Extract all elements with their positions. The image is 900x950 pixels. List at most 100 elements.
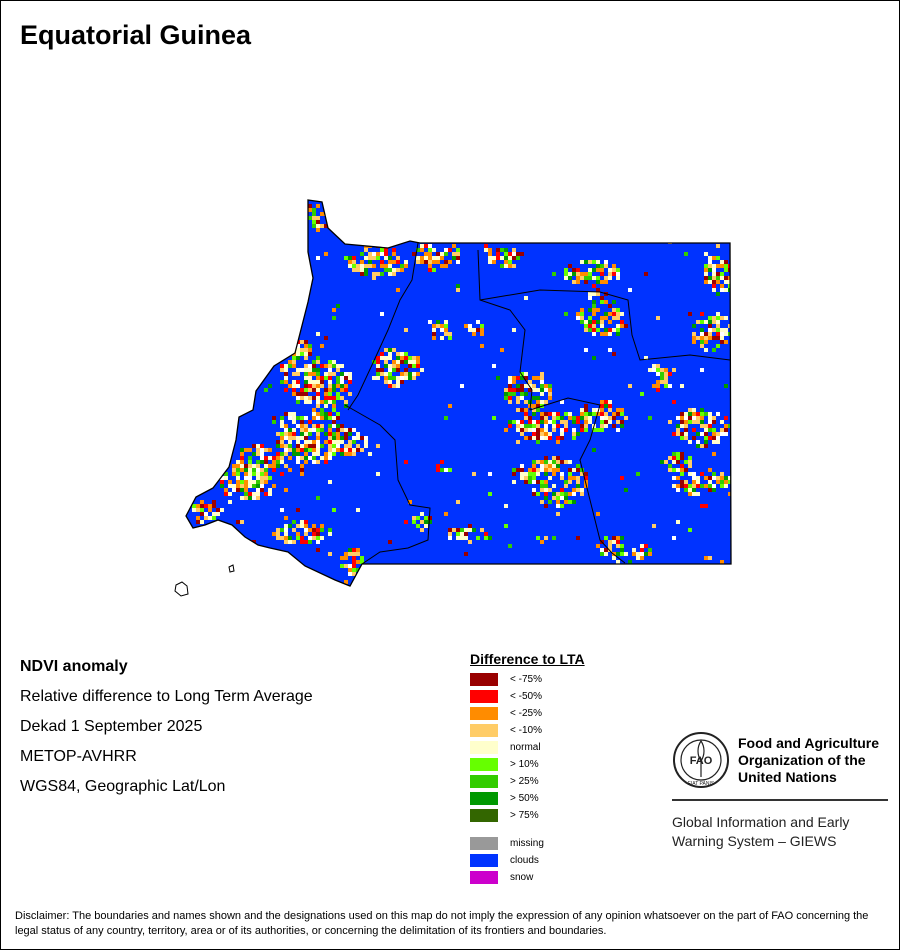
anomaly-pixel — [688, 488, 692, 492]
anomaly-pixel — [580, 408, 584, 412]
anomaly-pixel — [476, 320, 480, 324]
anomaly-pixel — [400, 376, 404, 380]
anomaly-pixel — [440, 256, 444, 260]
anomaly-pixel — [352, 448, 356, 452]
anomaly-pixel — [240, 448, 244, 452]
anomaly-pixel — [400, 352, 404, 356]
anomaly-pixel — [388, 272, 392, 276]
anomaly-pixel — [440, 468, 444, 472]
anomaly-pixel — [592, 300, 596, 304]
anomaly-pixel — [200, 204, 204, 208]
anomaly-pixel — [304, 372, 308, 376]
anomaly-pixel — [564, 424, 568, 428]
anomaly-pixel — [600, 548, 604, 552]
anomaly-pixel — [616, 328, 620, 332]
anomaly-pixel — [300, 424, 304, 428]
anomaly-pixel — [584, 348, 588, 352]
anomaly-pixel — [676, 452, 680, 456]
anomaly-pixel — [448, 260, 452, 264]
anomaly-pixel — [276, 444, 280, 448]
anomaly-pixel — [300, 264, 304, 268]
legend-label: < -75% — [510, 674, 542, 685]
anomaly-pixel — [248, 384, 252, 388]
anomaly-pixel — [196, 508, 200, 512]
anomaly-pixel — [616, 308, 620, 312]
anomaly-pixel — [544, 492, 548, 496]
anomaly-pixel — [244, 448, 248, 452]
anomaly-pixel — [716, 264, 720, 268]
anomaly-pixel — [608, 408, 612, 412]
anomaly-pixel — [388, 260, 392, 264]
anomaly-pixel — [544, 412, 548, 416]
anomaly-pixel — [724, 332, 728, 336]
anomaly-pixel — [352, 564, 356, 568]
anomaly-pixel — [504, 260, 508, 264]
legend-label: clouds — [510, 855, 539, 866]
anomaly-pixel — [700, 424, 704, 428]
anomaly-pixel — [356, 508, 360, 512]
anomaly-pixel — [328, 528, 332, 532]
anomaly-pixel — [504, 428, 508, 432]
anomaly-pixel — [560, 416, 564, 420]
anomaly-pixel — [608, 400, 612, 404]
anomaly-pixel — [544, 504, 548, 508]
anomaly-pixel — [256, 448, 260, 452]
anomaly-pixel — [232, 484, 236, 488]
legend-swatch — [470, 854, 498, 867]
anomaly-pixel — [540, 392, 544, 396]
anomaly-pixel — [716, 292, 720, 296]
anomaly-pixel — [704, 280, 708, 284]
anomaly-pixel — [256, 484, 260, 488]
anomaly-pixel — [564, 492, 568, 496]
anomaly-pixel — [708, 256, 712, 260]
anomaly-pixel — [304, 268, 308, 272]
anomaly-pixel — [284, 432, 288, 436]
anomaly-pixel — [488, 536, 492, 540]
anomaly-pixel — [708, 556, 712, 560]
anomaly-pixel — [380, 272, 384, 276]
anomaly-pixel — [540, 484, 544, 488]
anomaly-pixel — [396, 368, 400, 372]
anomaly-pixel — [376, 368, 380, 372]
anomaly-pixel — [620, 420, 624, 424]
anomaly-pixel — [240, 464, 244, 468]
anomaly-pixel — [604, 552, 608, 556]
anomaly-pixel — [492, 364, 496, 368]
anomaly-pixel — [568, 492, 572, 496]
anomaly-pixel — [220, 508, 224, 512]
anomaly-pixel — [228, 232, 232, 236]
anomaly-pixel — [396, 364, 400, 368]
anomaly-pixel — [404, 352, 408, 356]
anomaly-pixel — [720, 428, 724, 432]
anomaly-pixel — [192, 508, 196, 512]
anomaly-pixel — [264, 492, 268, 496]
anomaly-pixel — [616, 540, 620, 544]
anomaly-pixel — [288, 412, 292, 416]
anomaly-pixel — [296, 400, 300, 404]
anomaly-pixel — [304, 388, 308, 392]
anomaly-pixel — [348, 572, 352, 576]
anomaly-pixel — [236, 464, 240, 468]
anomaly-pixel — [540, 416, 544, 420]
anomaly-pixel — [324, 252, 328, 256]
anomaly-pixel — [708, 412, 712, 416]
anomaly-pixel — [280, 528, 284, 532]
anomaly-pixel — [528, 420, 532, 424]
anomaly-pixel — [284, 488, 288, 492]
anomaly-pixel — [320, 408, 324, 412]
anomaly-pixel — [328, 392, 332, 396]
legend-swatch — [470, 758, 498, 771]
anomaly-pixel — [608, 268, 612, 272]
anomaly-pixel — [568, 480, 572, 484]
anomaly-pixel — [612, 556, 616, 560]
anomaly-pixel — [288, 536, 292, 540]
anomaly-pixel — [600, 264, 604, 268]
anomaly-pixel — [328, 432, 332, 436]
anomaly-pixel — [680, 480, 684, 484]
anomaly-pixel — [276, 532, 280, 536]
anomaly-pixel — [700, 344, 704, 348]
anomaly-pixel — [720, 272, 724, 276]
anomaly-pixel — [520, 252, 524, 256]
anomaly-pixel — [304, 424, 308, 428]
anomaly-pixel — [324, 460, 328, 464]
